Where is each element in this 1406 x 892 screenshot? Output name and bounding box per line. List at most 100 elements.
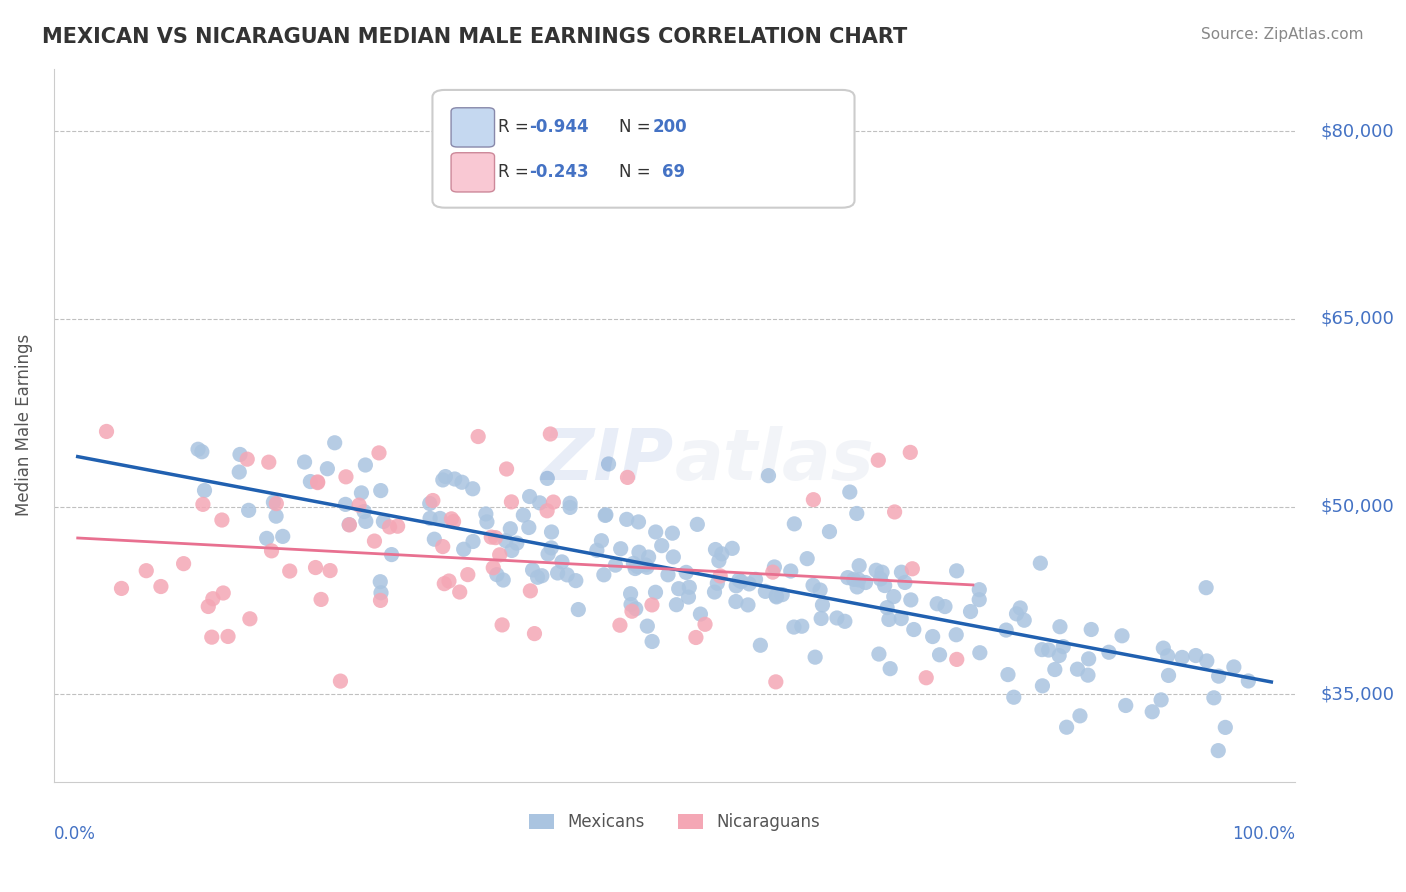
Text: 200: 200 [652, 118, 686, 136]
Nicaraguans [309, 592, 332, 607]
Mexicans [238, 503, 260, 517]
Mexicans [419, 496, 441, 510]
Mexicans [883, 590, 905, 604]
Mexicans [634, 558, 657, 572]
Mexicans [869, 572, 891, 586]
Mexicans [651, 539, 673, 553]
Mexicans [354, 458, 377, 472]
Nicaraguans [422, 493, 444, 508]
Mexicans [567, 602, 589, 616]
Text: 0.0%: 0.0% [53, 825, 96, 843]
Nicaraguans [370, 593, 392, 607]
Mexicans [620, 598, 643, 612]
Mexicans [621, 557, 644, 571]
Mexicans [1031, 679, 1053, 693]
Mexicans [1202, 690, 1225, 705]
Mexicans [506, 536, 529, 550]
Mexicans [934, 599, 956, 614]
Mexicans [1066, 662, 1088, 676]
Mexicans [877, 613, 900, 627]
Mexicans [783, 516, 806, 531]
Mexicans [1208, 669, 1230, 683]
Mexicans [595, 508, 617, 522]
Nicaraguans [191, 497, 214, 511]
Mexicans [1237, 673, 1260, 688]
Nicaraguans [363, 534, 385, 549]
Nicaraguans [307, 475, 329, 490]
Mexicans [796, 551, 818, 566]
Mexicans [512, 508, 534, 523]
Mexicans [644, 585, 666, 599]
Nicaraguans [368, 446, 391, 460]
Mexicans [547, 566, 569, 580]
Text: $50,000: $50,000 [1320, 498, 1393, 516]
Nicaraguans [304, 560, 326, 574]
Nicaraguans [915, 671, 938, 685]
Mexicans [903, 623, 925, 637]
FancyBboxPatch shape [451, 108, 495, 147]
Mexicans [804, 650, 827, 665]
Mexicans [558, 496, 581, 510]
Nicaraguans [211, 513, 233, 527]
Mexicans [678, 580, 700, 594]
Mexicans [540, 524, 562, 539]
Mexicans [551, 555, 574, 569]
Mexicans [443, 472, 465, 486]
Nicaraguans [901, 562, 924, 576]
Mexicans [876, 600, 898, 615]
Mexicans [1157, 668, 1180, 682]
Mexicans [229, 447, 252, 461]
Mexicans [1223, 660, 1246, 674]
Nicaraguans [135, 564, 157, 578]
Mexicans [845, 507, 868, 521]
Mexicans [662, 549, 685, 564]
Mexicans [810, 611, 832, 625]
Mexicans [1043, 663, 1066, 677]
Text: $35,000: $35,000 [1320, 685, 1393, 704]
Mexicans [825, 611, 848, 625]
Mexicans [1195, 654, 1218, 668]
Mexicans [754, 584, 776, 599]
Mexicans [1150, 693, 1173, 707]
Nicaraguans [236, 452, 259, 467]
Mexicans [765, 589, 787, 603]
Mexicans [725, 579, 748, 593]
Mexicans [453, 542, 475, 557]
Nicaraguans [898, 445, 921, 459]
Mexicans [191, 444, 214, 458]
Mexicans [848, 573, 870, 587]
Mexicans [627, 515, 650, 529]
Mexicans [423, 532, 446, 546]
Nicaraguans [337, 517, 360, 532]
Nicaraguans [519, 583, 541, 598]
Nicaraguans [693, 617, 716, 632]
Mexicans [627, 545, 650, 559]
Mexicans [264, 509, 287, 524]
Mexicans [540, 541, 562, 555]
Mexicans [865, 563, 887, 577]
Text: N =: N = [619, 163, 655, 181]
Mexicans [1115, 698, 1137, 713]
Mexicans [337, 517, 360, 532]
Mexicans [434, 469, 457, 483]
Mexicans [678, 590, 700, 604]
Mexicans [451, 475, 474, 490]
Nicaraguans [538, 427, 561, 442]
Nicaraguans [173, 557, 195, 571]
Nicaraguans [432, 540, 454, 554]
Nicaraguans [467, 429, 489, 443]
Mexicans [1152, 641, 1174, 656]
Mexicans [890, 566, 912, 580]
Text: MEXICAN VS NICARAGUAN MEDIAN MALE EARNINGS CORRELATION CHART: MEXICAN VS NICARAGUAN MEDIAN MALE EARNIN… [42, 27, 907, 46]
Mexicans [1031, 642, 1053, 657]
Mexicans [485, 567, 508, 582]
Nicaraguans [239, 612, 262, 626]
Nicaraguans [523, 626, 546, 640]
Mexicans [1157, 648, 1180, 663]
Text: $65,000: $65,000 [1320, 310, 1393, 328]
Nicaraguans [110, 582, 132, 596]
Mexicans [1038, 643, 1060, 657]
Mexicans [921, 630, 943, 644]
Mexicans [1077, 652, 1099, 666]
Mexicans [323, 435, 346, 450]
